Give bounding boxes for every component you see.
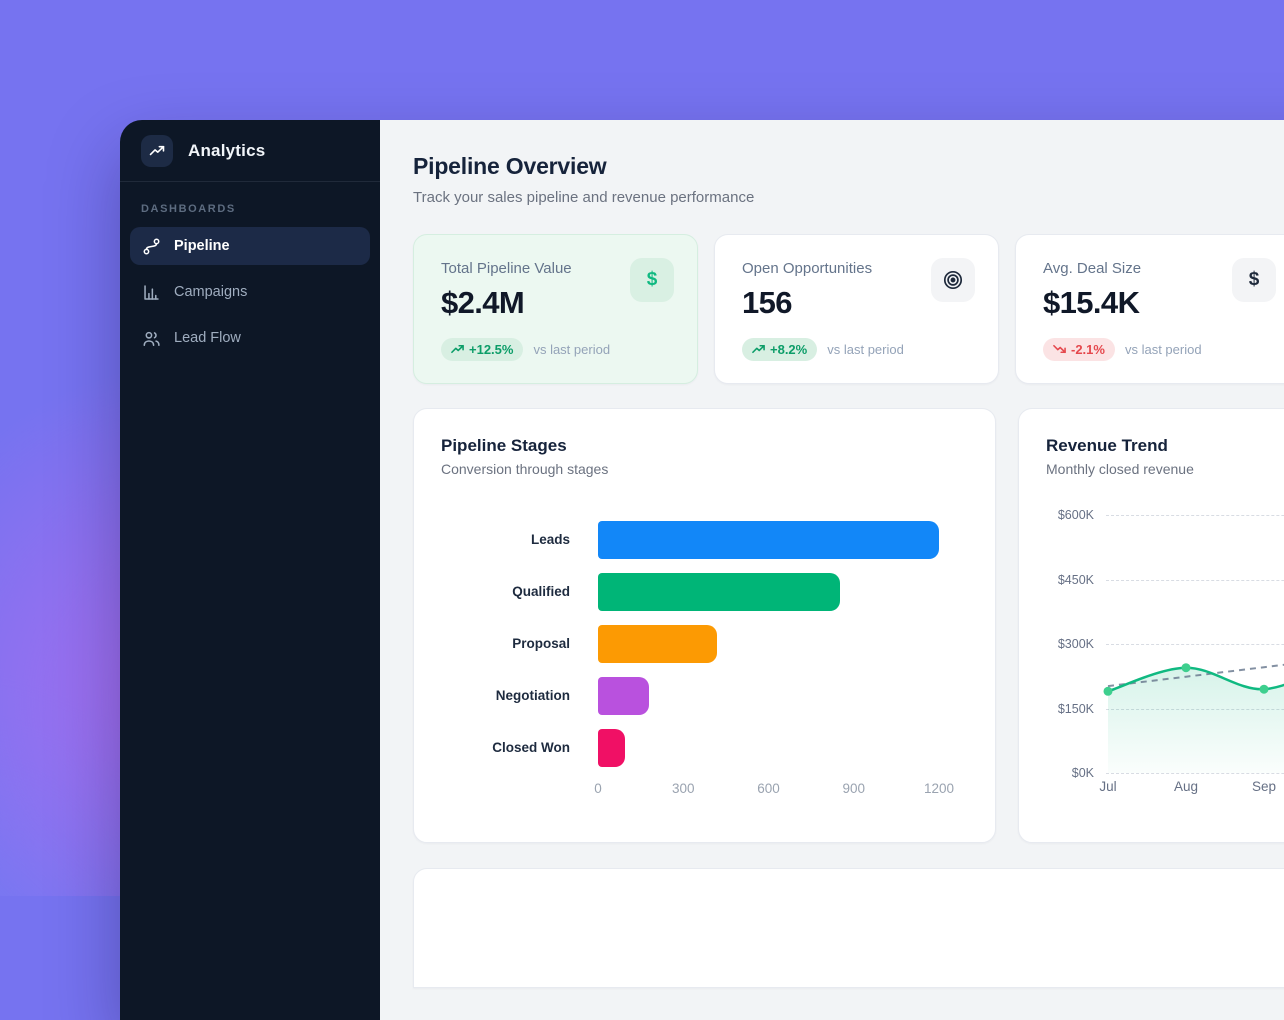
bar (598, 729, 625, 767)
kpi-value: $15.4K (1043, 285, 1140, 320)
change-badge: +12.5% (441, 338, 524, 361)
dollar-icon: $ (630, 258, 674, 302)
bar (598, 573, 840, 611)
data-point (1259, 684, 1269, 694)
kpi-label: Open Opportunities (742, 260, 873, 277)
users-icon (142, 329, 161, 348)
trending-up-icon (752, 342, 765, 357)
kpi-row: $ Total Pipeline Value $2.4M +12.5% vs l… (413, 234, 1284, 384)
chart-title: Pipeline Stages (441, 436, 567, 455)
chart-subtitle: Conversion through stages (441, 461, 609, 477)
kpi-value: $2.4M (441, 285, 525, 320)
kpi-label: Avg. Deal Size (1043, 260, 1142, 277)
bar-category-label: Proposal (512, 635, 570, 651)
line-chart-plot (1103, 663, 1284, 773)
dollar-icon: $ (1232, 258, 1276, 302)
kpi-label: Total Pipeline Value (441, 260, 572, 277)
sidebar: Analytics DASHBOARDS Pipeline Campaigns … (120, 120, 380, 1020)
bar-chart: Leads Qualified Proposal Negotiation Clo… (441, 521, 968, 767)
y-tick-label: $0K (1071, 766, 1094, 780)
revenue-line (1106, 666, 1284, 693)
bar-category-label: Negotiation (495, 687, 570, 703)
bar-chart-x-axis: 0 300 600 900 1200 (594, 781, 968, 799)
comparison-label: vs last period (1124, 342, 1202, 357)
x-tick-label: 600 (757, 781, 780, 796)
kpi-card: $ Avg. Deal Size $15.4K -2.1% vs last pe… (1015, 234, 1284, 384)
revenue-trend-card: Revenue Trend Monthly closed revenue $60… (1018, 408, 1284, 843)
sidebar-item-lead-flow[interactable]: Lead Flow (130, 319, 370, 357)
bar-row: Proposal (441, 625, 968, 663)
y-tick-label: $300K (1057, 637, 1094, 651)
app-window: Analytics DASHBOARDS Pipeline Campaigns … (120, 120, 1284, 1020)
sidebar-item-campaigns[interactable]: Campaigns (130, 273, 370, 311)
sidebar-section-label: DASHBOARDS (141, 203, 236, 215)
area-fill (1108, 667, 1284, 773)
sidebar-nav: Pipeline Campaigns Lead Flow (120, 227, 380, 357)
kpi-card: $ Total Pipeline Value $2.4M +12.5% vs l… (413, 234, 698, 384)
gridline (1106, 644, 1284, 645)
comparison-label: vs last period (827, 342, 904, 357)
x-tick-label: 0 (594, 781, 602, 796)
change-badge: -2.1% (1043, 338, 1115, 361)
change-badge: +8.2% (742, 338, 818, 361)
route-icon (142, 237, 161, 256)
y-tick-label: $600K (1057, 508, 1094, 522)
x-tick-label: Sep (1251, 779, 1277, 794)
x-tick-label: 900 (842, 781, 866, 796)
charts-row: Pipeline Stages Conversion through stage… (413, 408, 1284, 843)
bar-category-label: Closed Won (492, 739, 570, 755)
x-tick-label: Aug (1173, 779, 1199, 794)
main-content: Pipeline Overview Track your sales pipel… (380, 120, 1284, 1020)
bar-category-label: Leads (530, 531, 570, 547)
trending-down-icon (1053, 342, 1066, 357)
bar (598, 625, 717, 663)
y-tick-label: $150K (1057, 701, 1094, 716)
chart-subtitle: Monthly closed revenue (1046, 461, 1194, 477)
bar-row: Qualified (441, 573, 968, 611)
gridline (1106, 773, 1284, 774)
data-point (1181, 663, 1191, 673)
bar (598, 677, 649, 715)
y-tick-label: $450K (1057, 572, 1094, 587)
target-icon (931, 258, 975, 302)
bar-chart-icon (142, 283, 161, 302)
page-title: Pipeline Overview (413, 153, 607, 179)
sidebar-item-pipeline[interactable]: Pipeline (130, 227, 370, 265)
x-tick-label: Jul (1099, 779, 1117, 794)
chart-title: Revenue Trend (1046, 436, 1168, 455)
bottom-card (413, 868, 1284, 988)
bar (598, 521, 939, 559)
data-point (1103, 686, 1113, 696)
x-tick-label: 300 (671, 781, 695, 796)
kpi-value: 156 (742, 285, 793, 320)
trending-up-icon (451, 342, 464, 357)
bar-category-label: Qualified (512, 583, 570, 599)
app-name: Analytics (188, 140, 266, 160)
gridline (1106, 515, 1284, 516)
gridline (1106, 579, 1284, 581)
line-chart: $600K $450K $300K $150K $0K Jul Aug Sep (1046, 508, 1284, 813)
pipeline-stages-card: Pipeline Stages Conversion through stage… (413, 408, 996, 843)
trending-up-icon (141, 134, 173, 167)
brand: Analytics (120, 120, 380, 182)
x-tick-label: 1200 (923, 781, 955, 796)
bar-row: Leads (441, 521, 968, 559)
bar-row: Closed Won (441, 729, 968, 767)
kpi-card: Open Opportunities 156 +8.2% vs last per… (714, 234, 999, 384)
page-subtitle: Track your sales pipeline and revenue pe… (413, 189, 755, 206)
comparison-label: vs last period (533, 342, 611, 357)
bar-row: Negotiation (441, 677, 968, 715)
